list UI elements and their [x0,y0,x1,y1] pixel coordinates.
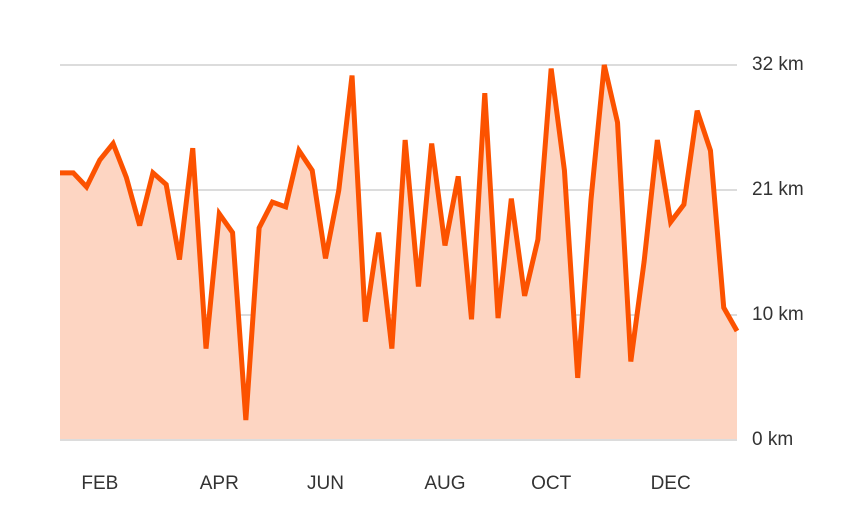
y-tick-label: 0 km [752,429,793,450]
y-tick-label: 32 km [752,54,804,75]
y-tick-label: 10 km [752,304,804,325]
x-tick-label: AUG [424,473,465,494]
x-tick-label: OCT [531,473,572,494]
x-tick-label: JUN [307,473,344,494]
line [60,64,740,421]
x-tick-label: APR [200,473,239,494]
y-tick-label: 21 km [752,179,804,200]
x-tick-label: DEC [651,473,691,494]
x-tick-label: FEB [81,473,118,494]
